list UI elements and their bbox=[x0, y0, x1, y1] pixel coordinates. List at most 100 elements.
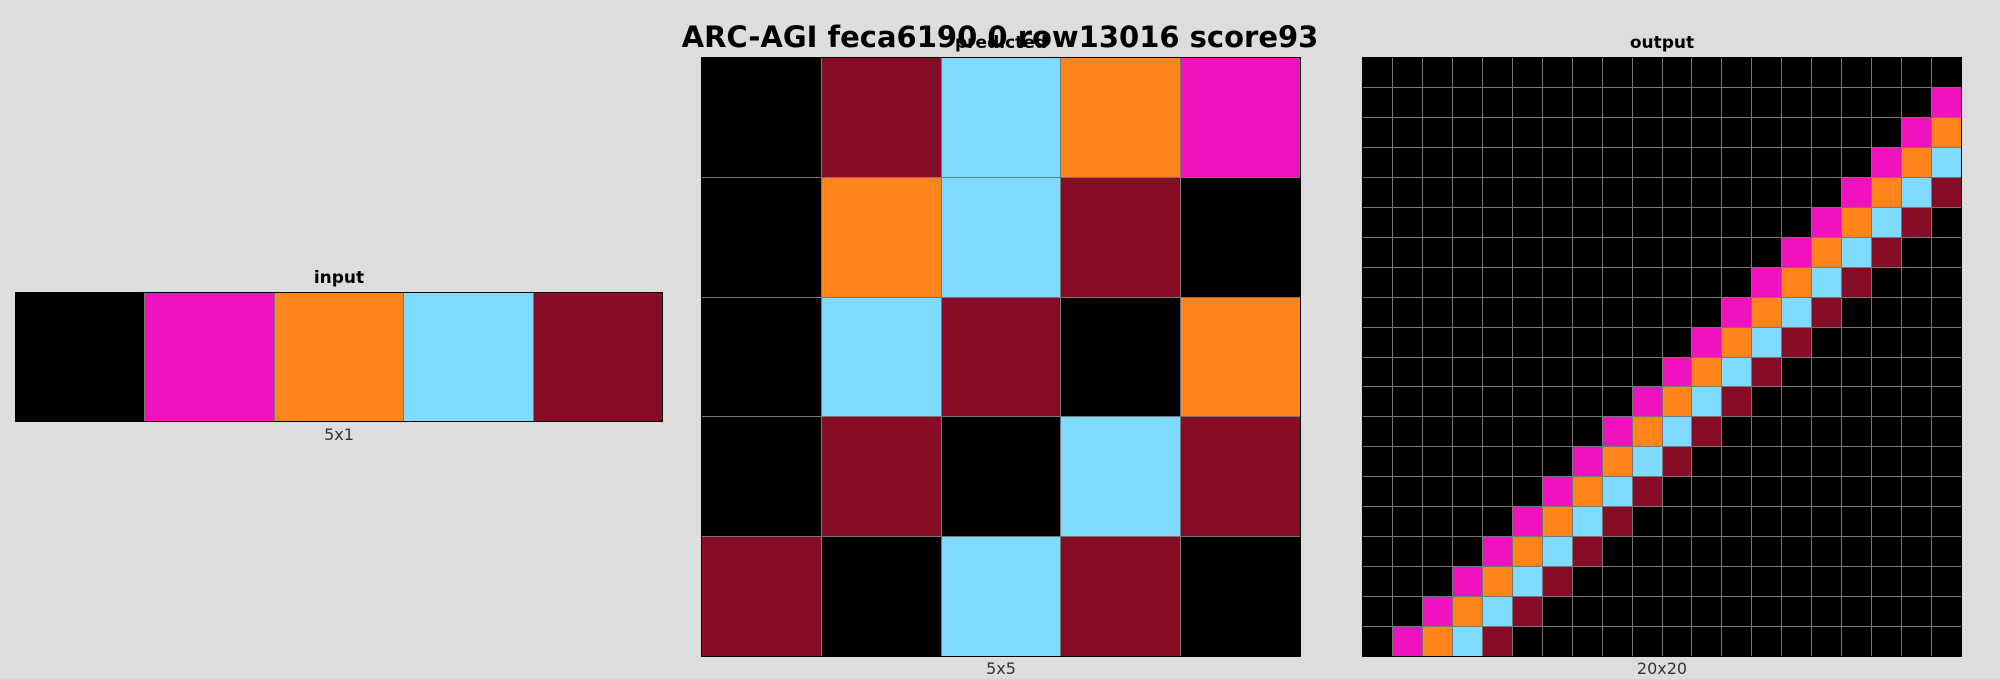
grid-cell bbox=[1542, 627, 1572, 656]
grid-cell bbox=[1722, 507, 1752, 537]
grid-cell bbox=[1542, 87, 1572, 117]
grid-cell bbox=[1482, 417, 1512, 447]
grid-cell bbox=[1452, 387, 1482, 417]
grid-cell bbox=[1872, 597, 1902, 627]
grid-cell bbox=[1902, 177, 1932, 207]
grid-cell bbox=[1392, 447, 1422, 477]
grid-cell bbox=[1392, 58, 1422, 87]
grid-cell bbox=[1542, 567, 1572, 597]
grid-cell bbox=[1902, 597, 1932, 627]
grid-cell bbox=[1842, 597, 1872, 627]
grid-cell bbox=[1842, 627, 1872, 656]
grid-cell bbox=[1422, 117, 1452, 147]
input-label: input bbox=[313, 268, 365, 288]
grid-cell bbox=[1363, 327, 1392, 357]
grid-cell bbox=[1902, 297, 1932, 327]
grid-cell bbox=[1422, 177, 1452, 207]
grid-cell bbox=[1363, 237, 1392, 267]
grid-cell bbox=[1512, 117, 1542, 147]
grid-cell bbox=[1692, 537, 1722, 567]
grid-cell bbox=[1662, 357, 1692, 387]
grid-cell bbox=[1752, 58, 1782, 87]
grid-cell bbox=[1722, 417, 1752, 447]
grid-cell bbox=[1572, 297, 1602, 327]
grid-cell bbox=[1422, 417, 1452, 447]
grid-cell bbox=[1363, 177, 1392, 207]
grid-cell bbox=[1692, 267, 1722, 297]
grid-cell bbox=[1662, 477, 1692, 507]
grid-cell bbox=[1572, 327, 1602, 357]
grid-cell bbox=[1061, 177, 1181, 297]
grid-cell bbox=[1812, 237, 1842, 267]
grid-cell bbox=[1512, 297, 1542, 327]
grid-cell bbox=[1692, 147, 1722, 177]
grid-cell bbox=[1572, 597, 1602, 627]
grid-cell bbox=[1722, 87, 1752, 117]
grid-cell bbox=[1752, 477, 1782, 507]
grid-cell bbox=[1752, 147, 1782, 177]
output-size-label: 20x20 bbox=[1636, 659, 1688, 678]
grid-cell bbox=[1722, 297, 1752, 327]
grid-cell bbox=[1363, 537, 1392, 567]
grid-cell bbox=[1932, 207, 1961, 237]
grid-cell bbox=[1932, 477, 1961, 507]
grid-cell bbox=[1812, 567, 1842, 597]
grid-cell bbox=[1363, 417, 1392, 447]
grid-cell bbox=[1363, 477, 1392, 507]
grid-cell bbox=[1572, 87, 1602, 117]
grid-cell bbox=[1422, 267, 1452, 297]
grid-cell bbox=[1542, 357, 1572, 387]
grid-cell bbox=[1392, 387, 1422, 417]
grid-cell bbox=[1632, 237, 1662, 267]
grid-cell bbox=[1632, 477, 1662, 507]
grid-cell bbox=[1422, 87, 1452, 117]
grid-cell bbox=[1482, 147, 1512, 177]
grid-cell bbox=[1692, 447, 1722, 477]
grid-cell bbox=[1782, 58, 1812, 87]
grid-cell bbox=[1632, 177, 1662, 207]
grid-cell bbox=[1542, 207, 1572, 237]
grid-cell bbox=[1902, 417, 1932, 447]
grid-cell bbox=[1392, 357, 1422, 387]
grid-cell bbox=[1752, 237, 1782, 267]
grid-cell bbox=[1812, 357, 1842, 387]
grid-cell bbox=[1602, 597, 1632, 627]
grid-cell bbox=[1722, 447, 1752, 477]
grid-cell bbox=[1542, 477, 1572, 507]
grid-cell bbox=[1452, 58, 1482, 87]
grid-cell bbox=[1452, 567, 1482, 597]
grid-cell bbox=[1752, 117, 1782, 147]
grid-cell bbox=[1363, 567, 1392, 597]
grid-cell bbox=[1061, 417, 1181, 537]
grid-cell bbox=[1782, 117, 1812, 147]
grid-cell bbox=[1602, 357, 1632, 387]
grid-cell bbox=[1181, 58, 1300, 177]
grid-cell bbox=[1363, 117, 1392, 147]
grid-cell bbox=[1392, 417, 1422, 447]
grid-cell bbox=[1542, 237, 1572, 267]
grid-cell bbox=[1752, 537, 1782, 567]
grid-cell bbox=[1363, 447, 1392, 477]
grid-cell bbox=[1452, 477, 1482, 507]
grid-cell bbox=[1392, 207, 1422, 237]
grid-cell bbox=[1692, 567, 1722, 597]
grid-cell bbox=[1512, 58, 1542, 87]
grid-cell bbox=[1782, 447, 1812, 477]
grid-cell bbox=[1602, 177, 1632, 207]
grid-cell bbox=[1902, 237, 1932, 267]
grid-cell bbox=[821, 297, 941, 417]
grid-cell bbox=[1662, 267, 1692, 297]
grid-cell bbox=[1842, 177, 1872, 207]
grid-cell bbox=[1782, 627, 1812, 656]
grid-cell bbox=[404, 293, 533, 421]
grid-cell bbox=[16, 293, 145, 421]
grid-cell bbox=[1632, 387, 1662, 417]
input-size-label: 5x1 bbox=[324, 425, 354, 444]
grid-cell bbox=[1452, 327, 1482, 357]
grid-cell bbox=[1363, 147, 1392, 177]
grid-cell bbox=[1872, 477, 1902, 507]
grid-cell bbox=[1872, 357, 1902, 387]
grid-cell bbox=[1363, 58, 1392, 87]
grid-cell bbox=[1932, 597, 1961, 627]
grid-cell bbox=[1692, 87, 1722, 117]
